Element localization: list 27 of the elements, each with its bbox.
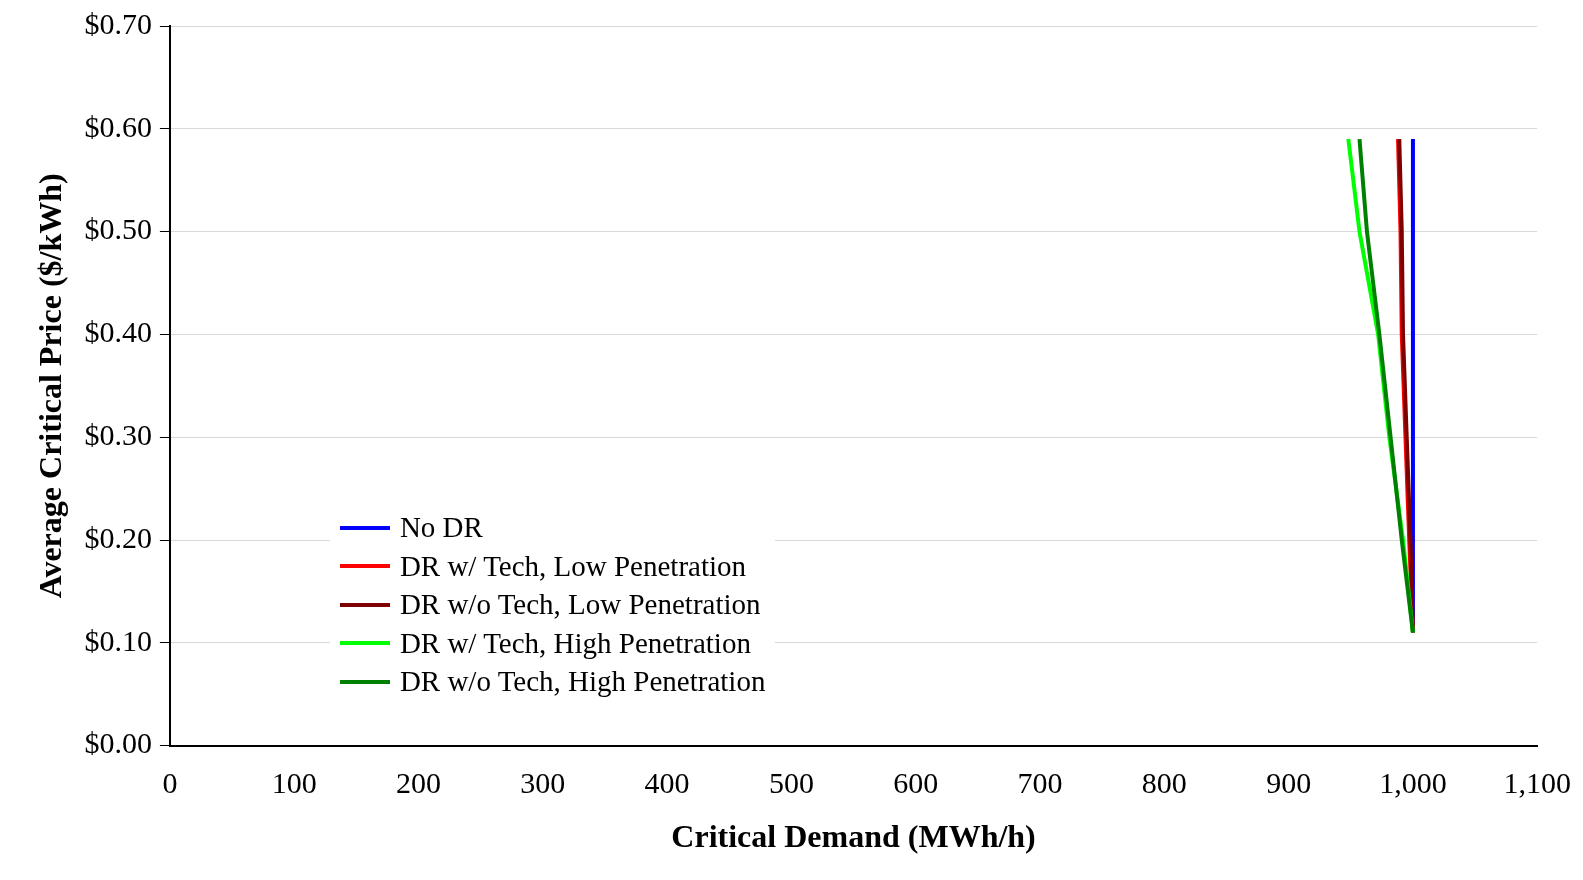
x-axis-title: Critical Demand (MWh/h) (671, 818, 1036, 855)
x-tick-label: 0 (162, 766, 178, 800)
y-tick-label: $0.30 (84, 418, 152, 452)
x-tick-label: 100 (271, 766, 317, 800)
y-tick-label: $0.10 (84, 623, 152, 657)
y-tick-label: $0.20 (84, 520, 152, 554)
x-tick-label: 300 (520, 766, 566, 800)
x-tick-label: 500 (768, 766, 814, 800)
y-tick-label: $0.40 (84, 315, 152, 349)
legend-label: DR w/ Tech, Low Penetration (399, 549, 747, 583)
x-tick-label: 200 (396, 766, 442, 800)
x-tick-label: 700 (1017, 766, 1063, 800)
y-tick-label: $0.70 (84, 6, 152, 40)
x-tick-label: 900 (1266, 766, 1312, 800)
y-tick-label: $0.50 (84, 212, 152, 246)
x-tick-label: 600 (893, 766, 939, 800)
y-axis-title: Average Critical Price ($/kWh) (32, 173, 69, 599)
y-tick-label: $0.00 (84, 726, 152, 760)
x-tick-label: 1,000 (1379, 766, 1447, 800)
x-tick-label: 400 (644, 766, 690, 800)
x-tick-label: 800 (1141, 766, 1187, 800)
y-tick-label: $0.60 (84, 109, 152, 143)
legend-label: DR w/ Tech, High Penetration (399, 626, 751, 660)
legend-label: DR w/o Tech, High Penetration (399, 665, 766, 699)
legend-label: DR w/o Tech, Low Penetration (399, 588, 761, 622)
x-tick-label: 1,100 (1503, 766, 1571, 800)
legend-label: No DR (399, 511, 483, 545)
